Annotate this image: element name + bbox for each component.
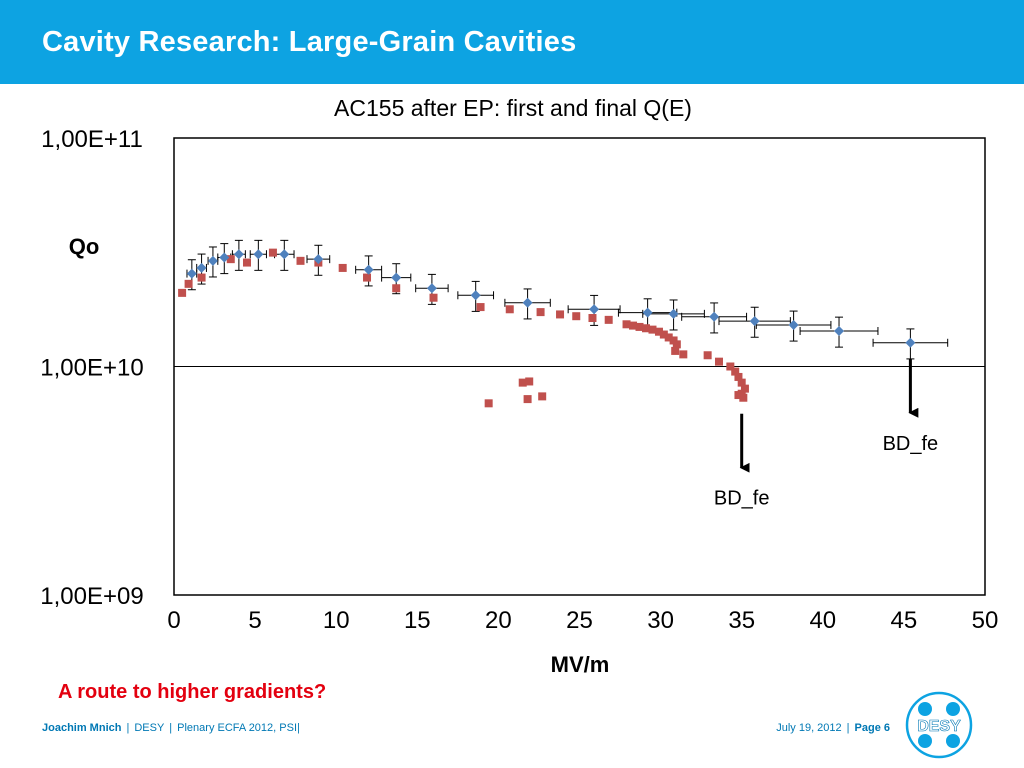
x-tick-label: 45 xyxy=(891,607,918,634)
first-q-point xyxy=(709,311,720,322)
x-tick-label: 30 xyxy=(647,607,674,634)
first-q-point xyxy=(470,290,481,301)
first-q-point xyxy=(905,337,916,348)
final-q-point xyxy=(178,288,187,297)
final-q-point xyxy=(476,303,485,312)
final-q-point xyxy=(679,350,688,359)
final-q-point xyxy=(726,362,735,371)
final-q-point xyxy=(734,391,743,400)
footer-author: Joachim Mnich xyxy=(42,722,122,734)
first-q-point xyxy=(522,297,533,308)
final-q-point xyxy=(505,305,514,314)
x-tick-label: 20 xyxy=(485,607,512,634)
final-q-point xyxy=(556,310,565,319)
first-q-point xyxy=(589,304,600,315)
final-q-point xyxy=(714,357,723,366)
final-q-point xyxy=(672,340,681,349)
x-tick-label: 40 xyxy=(809,607,836,634)
final-q-point xyxy=(622,320,631,329)
first-q-point xyxy=(233,249,244,260)
slide-caption: A route to higher gradients? xyxy=(58,681,327,703)
x-tick-label: 0 xyxy=(167,607,180,634)
first-q-point xyxy=(426,283,437,294)
final-q-point xyxy=(184,279,193,288)
first-q-point xyxy=(186,268,197,279)
first-q-point xyxy=(788,319,799,330)
final-q-point xyxy=(523,395,532,404)
footer-page-label: Page xyxy=(854,722,881,734)
final-q-point xyxy=(703,351,712,360)
final-q-point xyxy=(659,330,668,339)
final-q-point xyxy=(242,258,251,267)
y-tick-label: 1,00E+09 xyxy=(40,583,143,610)
final-q-point xyxy=(536,308,545,317)
final-q-point xyxy=(740,384,749,393)
desy-logo: DESY xyxy=(905,691,973,759)
x-tick-label: 35 xyxy=(728,607,755,634)
q-e-chart: AC155 after EP: first and final Q(E) 1,0… xyxy=(40,95,999,677)
final-q-point xyxy=(731,367,740,376)
x-axis-label: MV/m xyxy=(551,652,610,677)
final-q-point xyxy=(484,399,493,408)
first-q-point xyxy=(363,264,374,275)
final-q-point xyxy=(572,312,581,321)
footer-page-number: 6 xyxy=(883,722,890,734)
final-q-point xyxy=(635,322,644,331)
footer-org: DESY xyxy=(134,722,165,734)
desy-logo-text: DESY xyxy=(917,718,961,735)
final-q-point xyxy=(739,393,748,402)
final-q-point xyxy=(664,333,673,342)
annotation-label: BD_fe xyxy=(883,433,939,455)
y-axis-label: Qo xyxy=(69,234,100,259)
final-q-point xyxy=(654,327,663,336)
x-tick-label: 10 xyxy=(323,607,350,634)
footer-left: Joachim Mnich | DESY | Plenary ECFA 2012, PS… xyxy=(42,722,300,734)
final-q-point xyxy=(363,273,372,282)
final-q-point xyxy=(734,372,743,381)
first-q-point xyxy=(391,272,402,283)
final-q-point xyxy=(671,346,680,355)
final-q-point xyxy=(737,378,746,387)
final-q-point xyxy=(296,256,305,265)
footer-event: Plenary ECFA 2012, PSI xyxy=(177,722,298,734)
first-q-point xyxy=(196,262,207,273)
first-q-point xyxy=(668,308,679,319)
final-q-point xyxy=(525,377,534,386)
first-q-point xyxy=(749,316,760,327)
footer-right: July 19, 2012 | Page 6 xyxy=(776,722,890,734)
final-q-point xyxy=(429,293,438,302)
x-tick-label: 50 xyxy=(972,607,999,634)
y-tick-label: 1,00E+10 xyxy=(40,355,143,382)
first-q-point xyxy=(642,307,653,318)
footer-date: July 19, 2012 xyxy=(776,722,842,734)
first-q-point xyxy=(219,252,230,263)
final-q-point xyxy=(392,284,401,293)
final-q-point xyxy=(588,314,597,323)
final-q-point xyxy=(518,378,527,387)
final-q-point xyxy=(642,324,651,333)
final-q-point xyxy=(604,315,613,324)
annotation-label: BD_fe xyxy=(714,488,770,510)
final-q-point xyxy=(648,325,657,334)
first-q-point xyxy=(253,249,264,260)
final-q-point xyxy=(226,255,235,264)
chart-title: AC155 after EP: first and final Q(E) xyxy=(334,95,692,121)
final-q-point xyxy=(197,273,206,282)
final-q-point xyxy=(629,321,638,330)
final-q-point xyxy=(538,392,547,401)
final-q-point xyxy=(268,248,277,257)
first-q-point xyxy=(279,249,290,260)
x-tick-label: 15 xyxy=(404,607,431,634)
final-q-point xyxy=(338,263,347,272)
x-tick-label: 25 xyxy=(566,607,593,634)
first-q-point xyxy=(207,255,218,266)
y-tick-label: 1,00E+11 xyxy=(41,126,143,153)
first-q-point xyxy=(313,254,324,265)
first-q-point xyxy=(834,326,845,337)
slide-title: Cavity Research: Large-Grain Cavities xyxy=(42,26,577,58)
x-tick-label: 5 xyxy=(248,607,261,634)
slide-header: Cavity Research: Large-Grain Cavities xyxy=(0,0,1024,84)
